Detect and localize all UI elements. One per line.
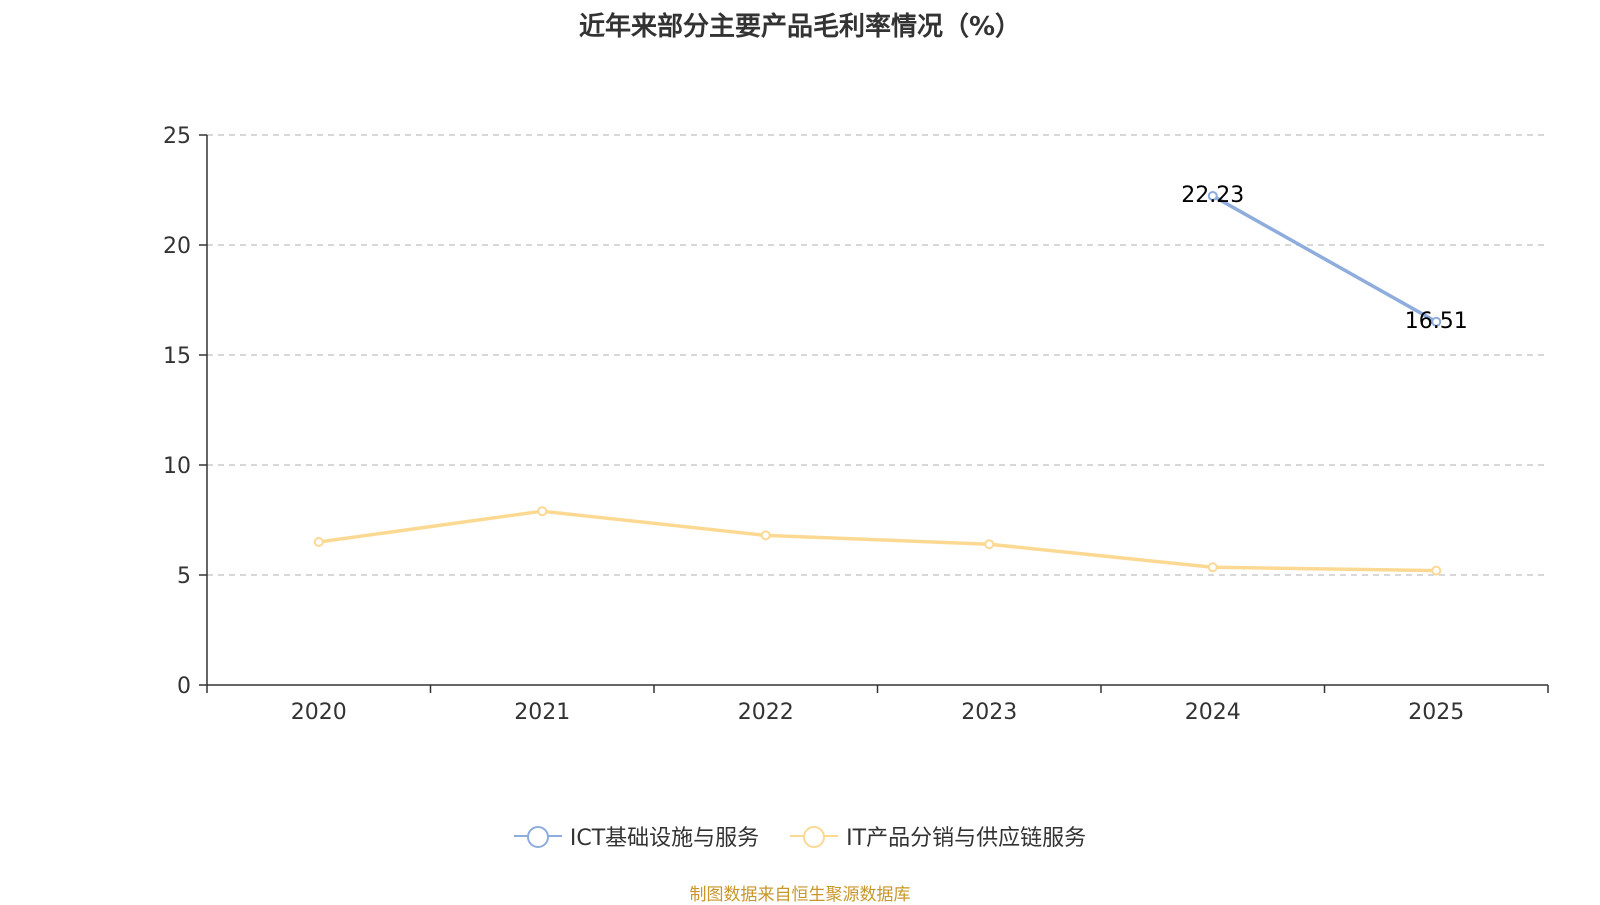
x-tick-label-2024: 2024 [1185, 700, 1241, 725]
x-tick-label-2021: 2021 [514, 700, 570, 725]
legend-item-it[interactable]: IT产品分销与供应链服务 [790, 820, 1086, 852]
source-note: 制图数据来自恒生聚源数据库 [689, 885, 911, 905]
data-label-0-2024: 22.23 [1181, 183, 1244, 208]
data-point-1-2022 [760, 530, 771, 541]
series-line-1 [318, 509, 1437, 573]
y-tick-label-5: 5 [177, 564, 191, 589]
series-lines [313, 190, 1442, 576]
y-tick-label-20: 20 [163, 234, 191, 259]
series-line-0 [1211, 194, 1438, 324]
x-tick-label-2025: 2025 [1408, 700, 1464, 725]
x-tick-label-2020: 2020 [291, 700, 347, 725]
data-label-0-2025: 16.51 [1405, 309, 1468, 334]
data-point-0-2025 [1431, 316, 1442, 327]
data-point-1-2024 [1207, 562, 1218, 573]
data-labels: 22.23 16.51 [1181, 183, 1467, 334]
data-point-1-2025 [1431, 565, 1442, 576]
x-tick-label-2022: 2022 [738, 700, 794, 725]
data-point-1-2023 [984, 539, 995, 550]
legend: ICT基础设施与服务 IT产品分销与供应链服务 [0, 820, 1600, 852]
y-tick-label-0: 0 [177, 674, 191, 699]
y-tick-label-25: 25 [163, 124, 191, 149]
y-tick-label-15: 15 [163, 344, 191, 369]
legend-item-ict[interactable]: ICT基础设施与服务 [513, 820, 760, 852]
x-tick-label-2023: 2023 [961, 700, 1017, 725]
data-point-1-2021 [537, 506, 548, 517]
grid-lines [207, 134, 1548, 576]
y-tick-label-10: 10 [163, 454, 191, 479]
legend-swatch-it-icon [790, 826, 839, 848]
data-point-0-2024 [1207, 190, 1218, 201]
legend-label-ict: ICT基础设施与服务 [569, 826, 760, 851]
data-point-1-2020 [313, 537, 324, 547]
legend-swatch-ict-icon [513, 826, 562, 848]
chart-title: 近年来部分主要产品毛利率情况（%） [578, 12, 1022, 42]
legend-label-it: IT产品分销与供应链服务 [846, 826, 1087, 851]
